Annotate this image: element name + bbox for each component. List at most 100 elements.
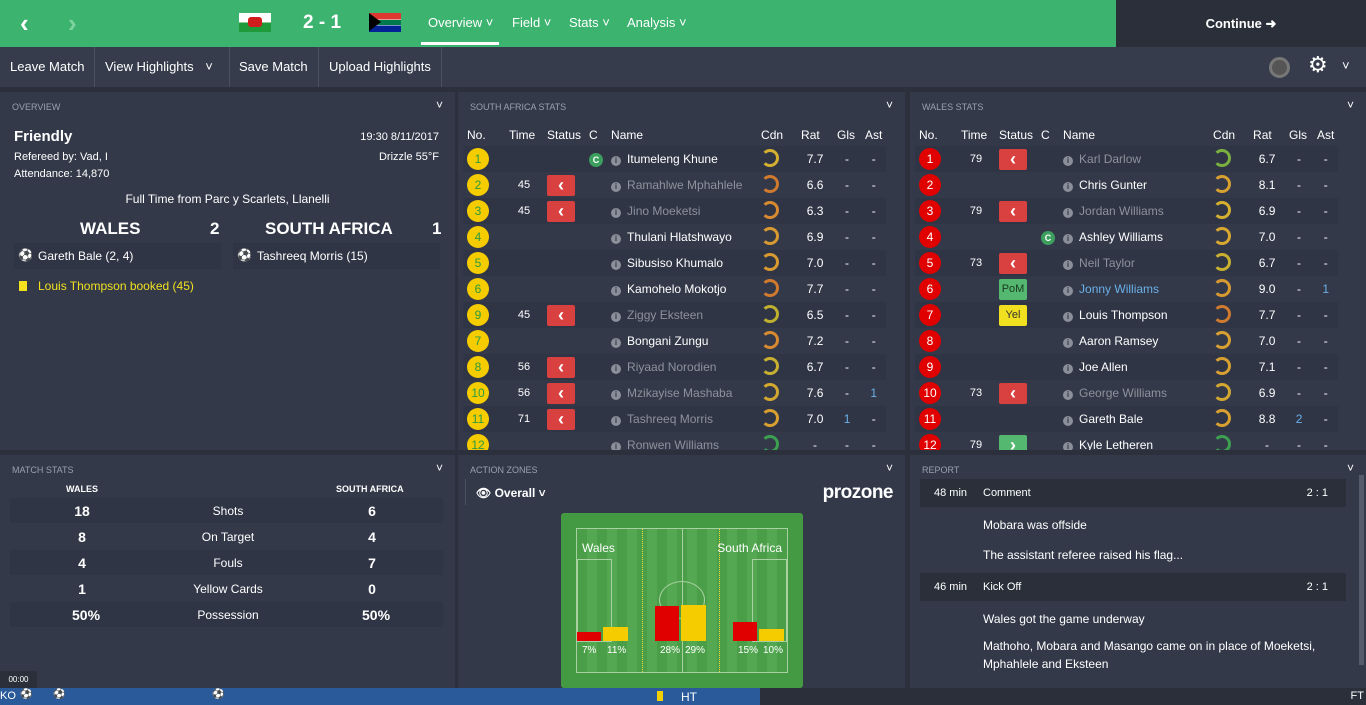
player-name[interactable]: Louis Thompson — [1079, 308, 1168, 322]
substituted-off-icon[interactable]: ‹ — [999, 252, 1027, 274]
player-name[interactable]: Itumeleng Khune — [627, 152, 718, 166]
player-name[interactable]: Mzikayise Mashaba — [627, 386, 733, 400]
chevron-down-icon[interactable]: ˅ — [1342, 58, 1350, 73]
name-cell[interactable]: i Itumeleng Khune — [607, 146, 758, 172]
view-dropdown[interactable]: 👁 Overall ˅ — [476, 486, 546, 500]
substituted-off-icon[interactable]: ‹ — [999, 382, 1027, 404]
info-icon[interactable]: i — [611, 182, 622, 192]
player-name[interactable]: Riyaad Norodien — [627, 360, 717, 374]
info-icon[interactable]: i — [1063, 312, 1074, 322]
info-icon[interactable]: i — [611, 156, 622, 166]
player-name[interactable]: Kyle Letheren — [1079, 438, 1154, 450]
name-cell[interactable]: i Jonny Williams — [1059, 276, 1209, 302]
player-row[interactable]: 12 i Ronwen Williams - - - — [463, 432, 886, 450]
name-cell[interactable]: i Jino Moeketsi — [607, 198, 758, 224]
player-row[interactable]: 1 79 ‹ i Karl Darlow 6.7- - — [915, 146, 1339, 172]
upload-highlights-button[interactable]: Upload Highlights — [319, 47, 442, 87]
column-header[interactable]: Name — [1063, 128, 1096, 142]
back-button[interactable]: ‹ — [20, 8, 29, 38]
name-cell[interactable]: i Mzikayise Mashaba — [607, 380, 757, 406]
player-row[interactable]: 3 45 ‹ i Jino Moeketsi 6.3- - — [463, 198, 887, 224]
substituted-off-icon[interactable]: ‹ — [547, 356, 575, 378]
column-header[interactable]: Cdn — [1213, 128, 1236, 142]
name-cell[interactable]: i Bongani Zungu — [607, 328, 757, 354]
menu-field[interactable]: Field ˅ — [512, 15, 552, 30]
info-icon[interactable]: i — [1063, 416, 1074, 426]
save-match-button[interactable]: Save Match — [229, 47, 319, 87]
substituted-off-icon[interactable]: ‹ — [999, 148, 1027, 170]
info-icon[interactable]: i — [1063, 208, 1074, 218]
name-cell[interactable]: i Kamohelo Mokotjo — [607, 276, 757, 302]
info-icon[interactable]: i — [1063, 390, 1074, 400]
info-icon[interactable]: i — [611, 312, 622, 322]
name-cell[interactable]: i Ronwen Williams — [607, 432, 757, 450]
name-cell[interactable]: i Jordan Williams — [1059, 198, 1210, 224]
player-name[interactable]: Thulani Hlatshwayo — [627, 230, 732, 244]
name-cell[interactable]: i Riyaad Norodien — [607, 354, 758, 380]
menu-analysis[interactable]: Analysis ˅ — [627, 15, 687, 30]
name-cell[interactable]: i George Williams — [1059, 380, 1209, 406]
info-icon[interactable]: i — [1063, 260, 1074, 270]
info-icon[interactable]: i — [611, 208, 622, 218]
name-cell[interactable]: i Gareth Bale — [1059, 406, 1210, 432]
collapse-chevron-icon[interactable]: ˅ — [435, 98, 443, 112]
info-icon[interactable]: i — [611, 286, 622, 296]
column-header[interactable]: Status — [547, 128, 582, 142]
collapse-chevron-icon[interactable]: ˅ — [435, 461, 443, 475]
player-name[interactable]: George Williams — [1079, 386, 1168, 400]
column-header[interactable]: No. — [919, 128, 938, 142]
column-header[interactable]: No. — [467, 128, 486, 142]
collapse-chevron-icon[interactable]: ˅ — [1346, 461, 1354, 475]
player-name[interactable]: Ashley Williams — [1079, 230, 1164, 244]
menu-overview[interactable]: Overview ˅ — [421, 15, 500, 45]
info-icon[interactable]: i — [1063, 182, 1074, 192]
info-icon[interactable]: i — [611, 390, 622, 400]
info-icon[interactable]: i — [611, 234, 622, 244]
view-highlights-button[interactable]: View Highlights ˅ — [95, 47, 230, 87]
name-cell[interactable]: i Kyle Letheren — [1059, 432, 1209, 450]
player-name[interactable]: Ziggy Eksteen — [627, 308, 704, 322]
column-header[interactable]: Cdn — [761, 128, 784, 142]
name-cell[interactable]: i Ziggy Eksteen — [607, 302, 758, 328]
column-header[interactable]: Time — [509, 128, 536, 142]
player-row[interactable]: 5 73 ‹ i Neil Taylor 6.7- - — [915, 250, 1339, 276]
collapse-chevron-icon[interactable]: ˅ — [885, 461, 893, 475]
record-icon[interactable] — [1269, 57, 1290, 78]
column-header[interactable]: Ast — [865, 128, 883, 142]
player-row[interactable]: 9 i Joe Allen 7.1- - — [915, 354, 1339, 380]
player-name[interactable]: Kamohelo Mokotjo — [627, 282, 727, 296]
player-name[interactable]: Sibusiso Khumalo — [627, 256, 724, 270]
player-name[interactable]: Jordan Williams — [1079, 204, 1164, 218]
name-cell[interactable]: i Sibusiso Khumalo — [607, 250, 758, 276]
player-name[interactable]: Tashreeq Morris — [627, 412, 714, 426]
column-header[interactable]: C — [1041, 128, 1050, 142]
column-header[interactable]: Status — [999, 128, 1034, 142]
player-row[interactable]: 6 PoM i Jonny Williams 9.0 - 1 — [915, 276, 1338, 302]
player-row[interactable]: 11 71 ‹ i Tashreeq Morris 7.0 1- — [463, 406, 887, 432]
player-name[interactable]: Bongani Zungu — [627, 334, 709, 348]
player-row[interactable]: 10 73 ‹ i George Williams 6.9 - - — [915, 380, 1338, 406]
player-row[interactable]: 12 79 › i Kyle Letheren - - - — [915, 432, 1338, 450]
info-icon[interactable]: i — [611, 260, 622, 270]
player-row[interactable]: 10 56 ‹ i Mzikayise Mashaba 7.6 - 1 — [463, 380, 886, 406]
player-row[interactable]: 2 45 ‹ i Ramahlwe Mphahlele 6.6 - - — [463, 172, 886, 198]
info-icon[interactable]: i — [1063, 442, 1074, 450]
leave-match-button[interactable]: Leave Match — [0, 47, 96, 87]
collapse-chevron-icon[interactable]: ˅ — [1346, 98, 1354, 112]
column-header[interactable]: Rat — [801, 128, 820, 142]
substituted-off-icon[interactable]: ‹ — [547, 304, 575, 326]
info-icon[interactable]: i — [1063, 338, 1074, 348]
substituted-off-icon[interactable]: ‹ — [547, 382, 575, 404]
player-row[interactable]: 4 i Thulani Hlatshwayo 6.9 - - — [463, 224, 886, 250]
info-icon[interactable]: i — [1063, 234, 1074, 244]
name-cell[interactable]: i Ramahlwe Mphahlele — [607, 172, 757, 198]
info-icon[interactable]: i — [1063, 286, 1074, 296]
player-name[interactable]: Jino Moeketsi — [627, 204, 701, 218]
info-icon[interactable]: i — [1063, 156, 1074, 166]
player-name[interactable]: Ramahlwe Mphahlele — [627, 178, 743, 192]
player-row[interactable]: 8 i Aaron Ramsey 7.0 - - — [915, 328, 1338, 354]
continue-button[interactable]: Continue ➜ — [1116, 0, 1366, 47]
name-cell[interactable]: i Thulani Hlatshwayo — [607, 224, 757, 250]
